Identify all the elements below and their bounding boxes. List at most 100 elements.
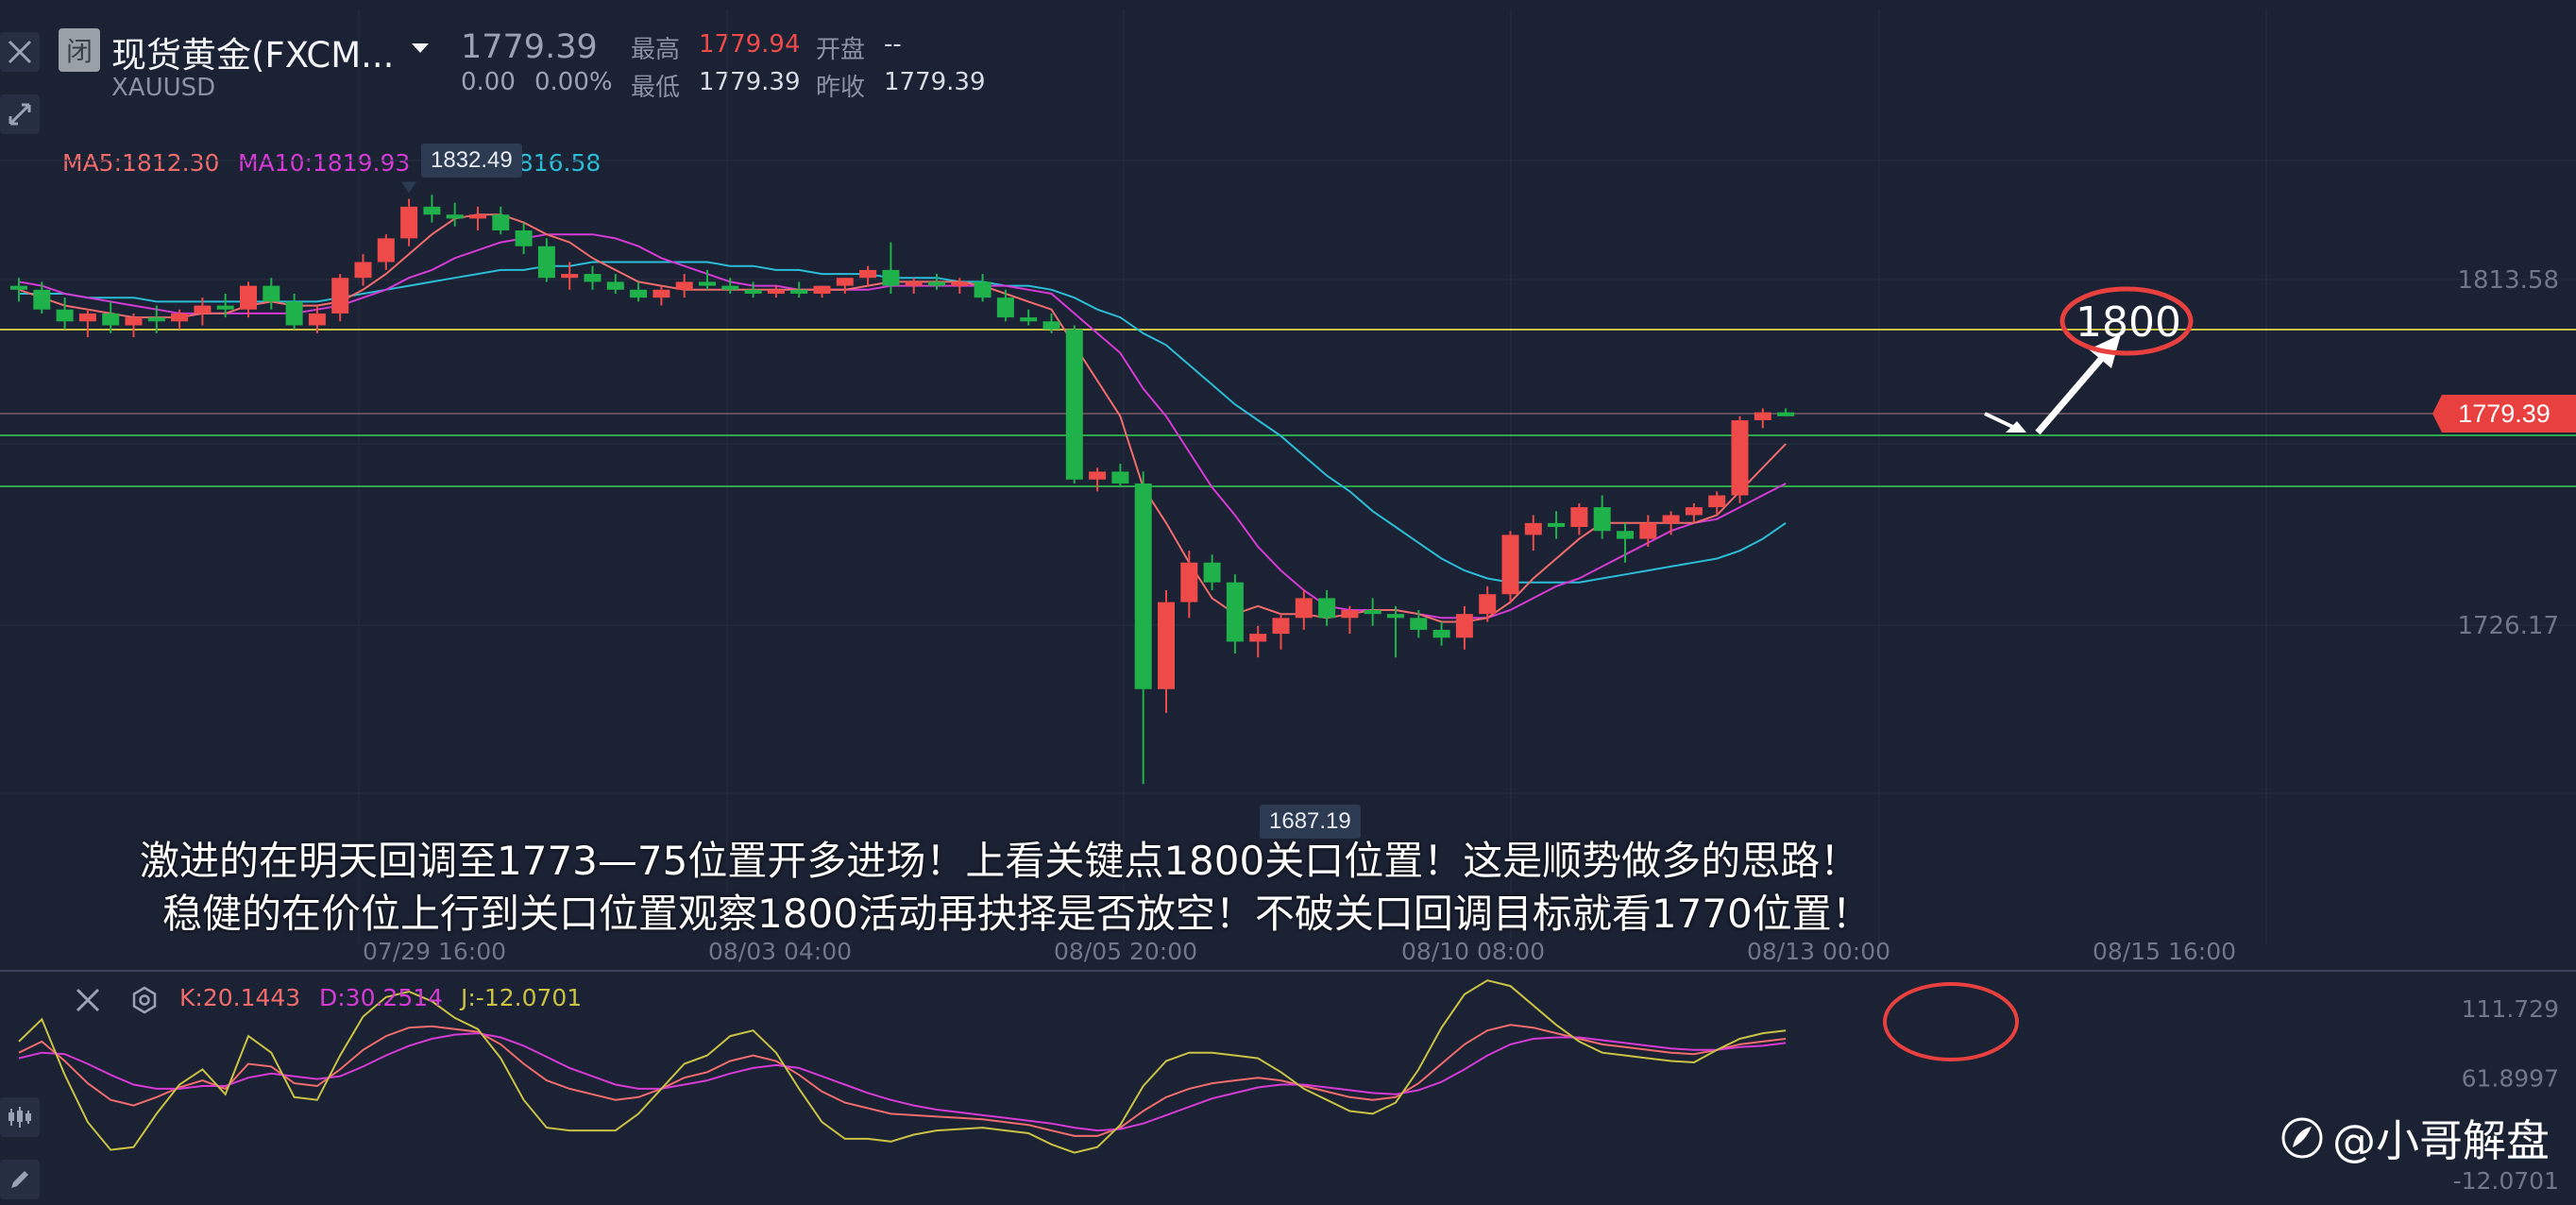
caption-line-2: 稳健的在价位上行到关口位置观察1800活动再抉择是否放空！不破关口回调目标就看1… (162, 891, 1872, 937)
candle-body (675, 281, 693, 290)
instrument-name[interactable]: 现货黄金(FXCM... (111, 35, 395, 76)
candle-body (1134, 483, 1152, 689)
candle (1455, 605, 1473, 650)
candle (767, 285, 785, 298)
candle-body (1617, 531, 1634, 539)
candle-body (882, 269, 900, 286)
candle (1226, 574, 1244, 654)
candle-body (859, 269, 877, 279)
kdj-y-tick-label: 111.729 (2462, 995, 2559, 1023)
candle (78, 309, 96, 338)
candle (1042, 313, 1060, 333)
candle-body (1341, 609, 1359, 619)
close-chart-button[interactable] (0, 32, 40, 72)
candle (1134, 471, 1152, 785)
candle-body (10, 285, 27, 290)
close-icon (8, 40, 32, 64)
candle-body (1479, 594, 1497, 615)
candle (1364, 598, 1381, 626)
candle (1203, 554, 1221, 591)
pencil-icon (11, 1171, 28, 1188)
max-marker (401, 181, 417, 194)
close-indicator-icon[interactable] (74, 986, 102, 1014)
price-change: 0.00 (461, 68, 516, 96)
candle (33, 281, 51, 314)
candle-body (171, 313, 189, 322)
y-tick-label: 1726.17 (2457, 612, 2559, 640)
candle (1524, 515, 1542, 552)
candle-body (813, 285, 831, 294)
candle (147, 305, 165, 333)
candle (102, 301, 120, 333)
candle-body (1180, 562, 1198, 602)
candle-body (147, 317, 165, 322)
chevron-down-icon[interactable] (410, 42, 431, 55)
candle-body (331, 278, 349, 314)
candle (790, 281, 808, 298)
candle-body (469, 214, 486, 219)
candle-body (1455, 614, 1473, 638)
kdj-y-tick-label: 61.8997 (2462, 1064, 2559, 1092)
candle (400, 198, 418, 246)
candle (1295, 590, 1313, 630)
candle-body (1272, 618, 1290, 635)
candle-body (1295, 598, 1313, 619)
collapse-button[interactable] (0, 94, 40, 134)
settings-icon[interactable] (130, 986, 159, 1014)
min-price-label: 1687.19 (1260, 805, 1361, 839)
candle (1089, 467, 1107, 492)
x-tick-label: 07/29 16:00 (363, 938, 506, 965)
candle-body (1570, 507, 1588, 528)
candle-body (400, 206, 418, 239)
low-value: 1779.39 (699, 68, 801, 96)
candle (996, 289, 1014, 322)
x-tick-label: 08/03 04:00 (708, 938, 852, 965)
candle (1501, 531, 1519, 602)
candle-body (285, 301, 303, 326)
draw-tool-button[interactable] (0, 1160, 40, 1199)
ma10-line (18, 233, 1787, 619)
candle-body (584, 274, 602, 282)
instrument-symbol: XAUUSD (111, 74, 216, 102)
candle-body (561, 274, 579, 279)
x-tick-label: 08/10 08:00 (1401, 938, 1545, 965)
candle (1158, 590, 1175, 713)
candle (606, 274, 624, 294)
candle (1180, 551, 1198, 619)
open-label: 开盘 (816, 36, 866, 64)
kdj-k-legend: K:20.1443 (179, 984, 301, 1011)
candlestick-chart[interactable]: 1813.58 1726.17 07/29 16:00 08/03 04:00 08/0… (0, 0, 2576, 973)
candle (1662, 511, 1680, 535)
candle (1318, 590, 1336, 626)
candle-body (1548, 522, 1566, 528)
candle-body (1662, 515, 1680, 523)
watermark: @小哥解盘 (2279, 1107, 2550, 1169)
candle (1341, 605, 1359, 635)
candle-body (1065, 329, 1083, 480)
candle-body (1685, 507, 1703, 516)
candle-body (1432, 629, 1450, 638)
candle-body (951, 281, 969, 286)
candle (951, 278, 969, 294)
price-change-pct: 0.00% (534, 68, 613, 96)
candle-body (102, 313, 120, 326)
candle (1111, 464, 1129, 488)
candle-body (721, 285, 739, 290)
candle (10, 278, 27, 302)
target-label: 1800 (2076, 298, 2181, 347)
caption-line-1: 激进的在明天回调至1773—75位置开多进场！上看关键点1800关口位置！这是顺… (140, 838, 1860, 884)
kdj-indicator-chart[interactable]: 111.729 61.8997 -12.0701 (0, 973, 2576, 1205)
last-price: 1779.39 (461, 28, 598, 66)
max-price-label: 1832.49 (421, 144, 522, 178)
candle (331, 274, 349, 322)
candle-body (630, 289, 648, 298)
candle (354, 254, 372, 286)
candle (1639, 515, 1657, 547)
candle (171, 309, 189, 330)
candle-type-button[interactable] (0, 1097, 40, 1137)
candle (1548, 511, 1566, 539)
candle-body (1089, 471, 1107, 480)
candle-body (905, 281, 923, 286)
kdj-d-legend: D:30.2514 (319, 984, 444, 1011)
x-tick-label: 08/05 20:00 (1054, 938, 1197, 965)
